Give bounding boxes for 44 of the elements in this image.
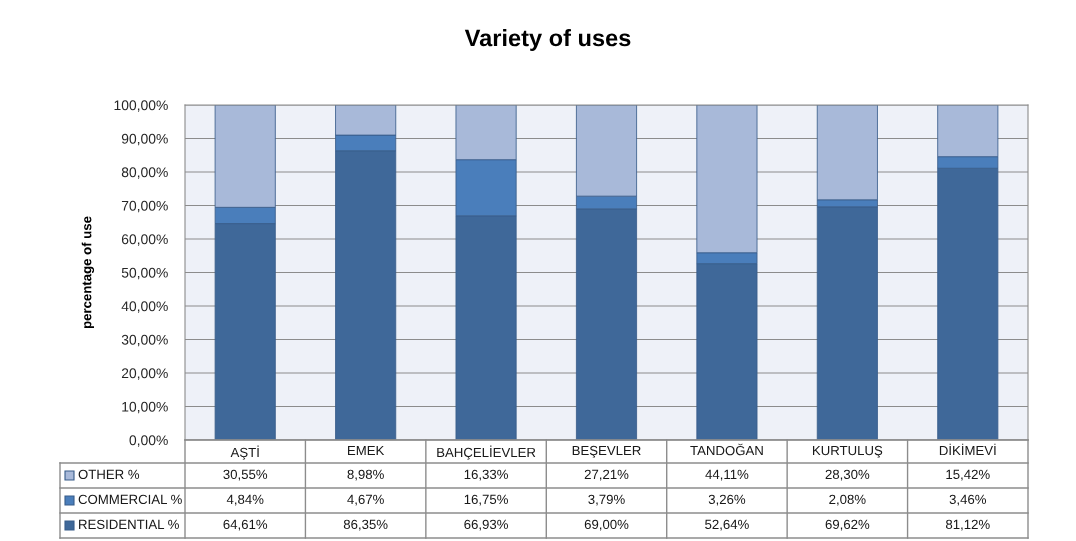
x-tick-label: EMEK xyxy=(348,446,385,456)
legend-label: COMMERCIAL % xyxy=(78,494,182,505)
data-label: 30,55% xyxy=(223,469,268,481)
data-label: 28,30% xyxy=(825,469,870,481)
y-tick-label: 60,00% xyxy=(121,234,168,246)
x-tick-label: BAHÇELİEVLER xyxy=(437,445,536,460)
y-tick-label: 90,00% xyxy=(121,133,168,146)
y-tick-label: 30,00% xyxy=(121,334,168,347)
data-label: 4,67% xyxy=(347,494,384,506)
legend-label: RESIDENTIAL % xyxy=(79,519,179,530)
data-label: 69,00% xyxy=(584,519,629,531)
y-tick-label: 20,00% xyxy=(121,368,168,380)
y-axis-title: percentage of use xyxy=(81,216,95,329)
y-tick-label: 0,00% xyxy=(129,435,168,447)
data-label: 2,08% xyxy=(829,494,866,506)
data-label: 44,11% xyxy=(705,469,749,481)
y-tick-label: 70,00% xyxy=(121,200,168,213)
data-label: 64,61% xyxy=(223,519,268,531)
x-tick-label: KURTULUŞ xyxy=(813,445,883,458)
legend-label: OTHER % xyxy=(78,469,140,480)
x-tick-label: TANDOĞAN xyxy=(690,443,763,456)
y-tick-label: 80,00% xyxy=(121,167,168,179)
chart-title: Variety of uses xyxy=(464,29,631,51)
data-label: 27,21% xyxy=(584,469,629,481)
data-label: 15,42% xyxy=(946,469,990,481)
y-tick-label: 100,00% xyxy=(114,100,168,112)
y-tick-label: 50,00% xyxy=(121,267,168,280)
data-label: 16,33% xyxy=(464,469,508,481)
data-label: 52,64% xyxy=(705,519,749,531)
data-label: 4,84% xyxy=(226,494,264,506)
data-label: 81,12% xyxy=(945,519,990,531)
y-tick-label: 40,00% xyxy=(121,301,168,313)
data-label: 3,79% xyxy=(588,494,625,506)
data-label: 3,46% xyxy=(949,494,987,506)
x-tick-label: AŞTİ xyxy=(230,445,259,460)
data-label: 66,93% xyxy=(464,519,508,531)
data-label: 86,35% xyxy=(343,519,388,531)
x-tick-label: BEŞEVLER xyxy=(572,445,641,458)
data-label: 3,26% xyxy=(708,494,746,506)
x-tick-label: DİKİMEVİ xyxy=(939,443,996,456)
data-label: 69,62% xyxy=(825,519,870,531)
y-tick-label: 10,00% xyxy=(122,401,168,414)
data-label: 16,75% xyxy=(464,494,508,506)
data-label: 8,98% xyxy=(347,469,384,481)
